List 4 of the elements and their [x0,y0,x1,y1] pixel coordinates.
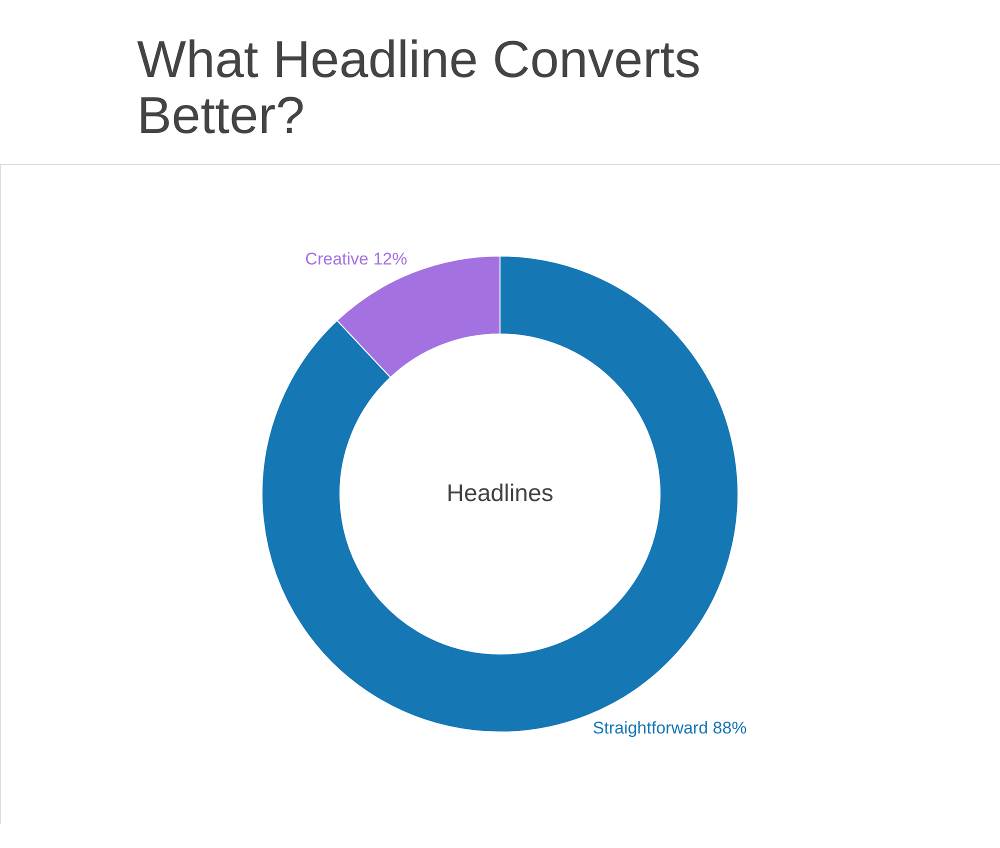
text: Headlines [446,480,554,507]
slice-label: Creative 12% [305,250,408,269]
slice-label: Straightforward 88% [592,718,747,738]
chart-title: What Headline Converts Better? [137,31,701,145]
